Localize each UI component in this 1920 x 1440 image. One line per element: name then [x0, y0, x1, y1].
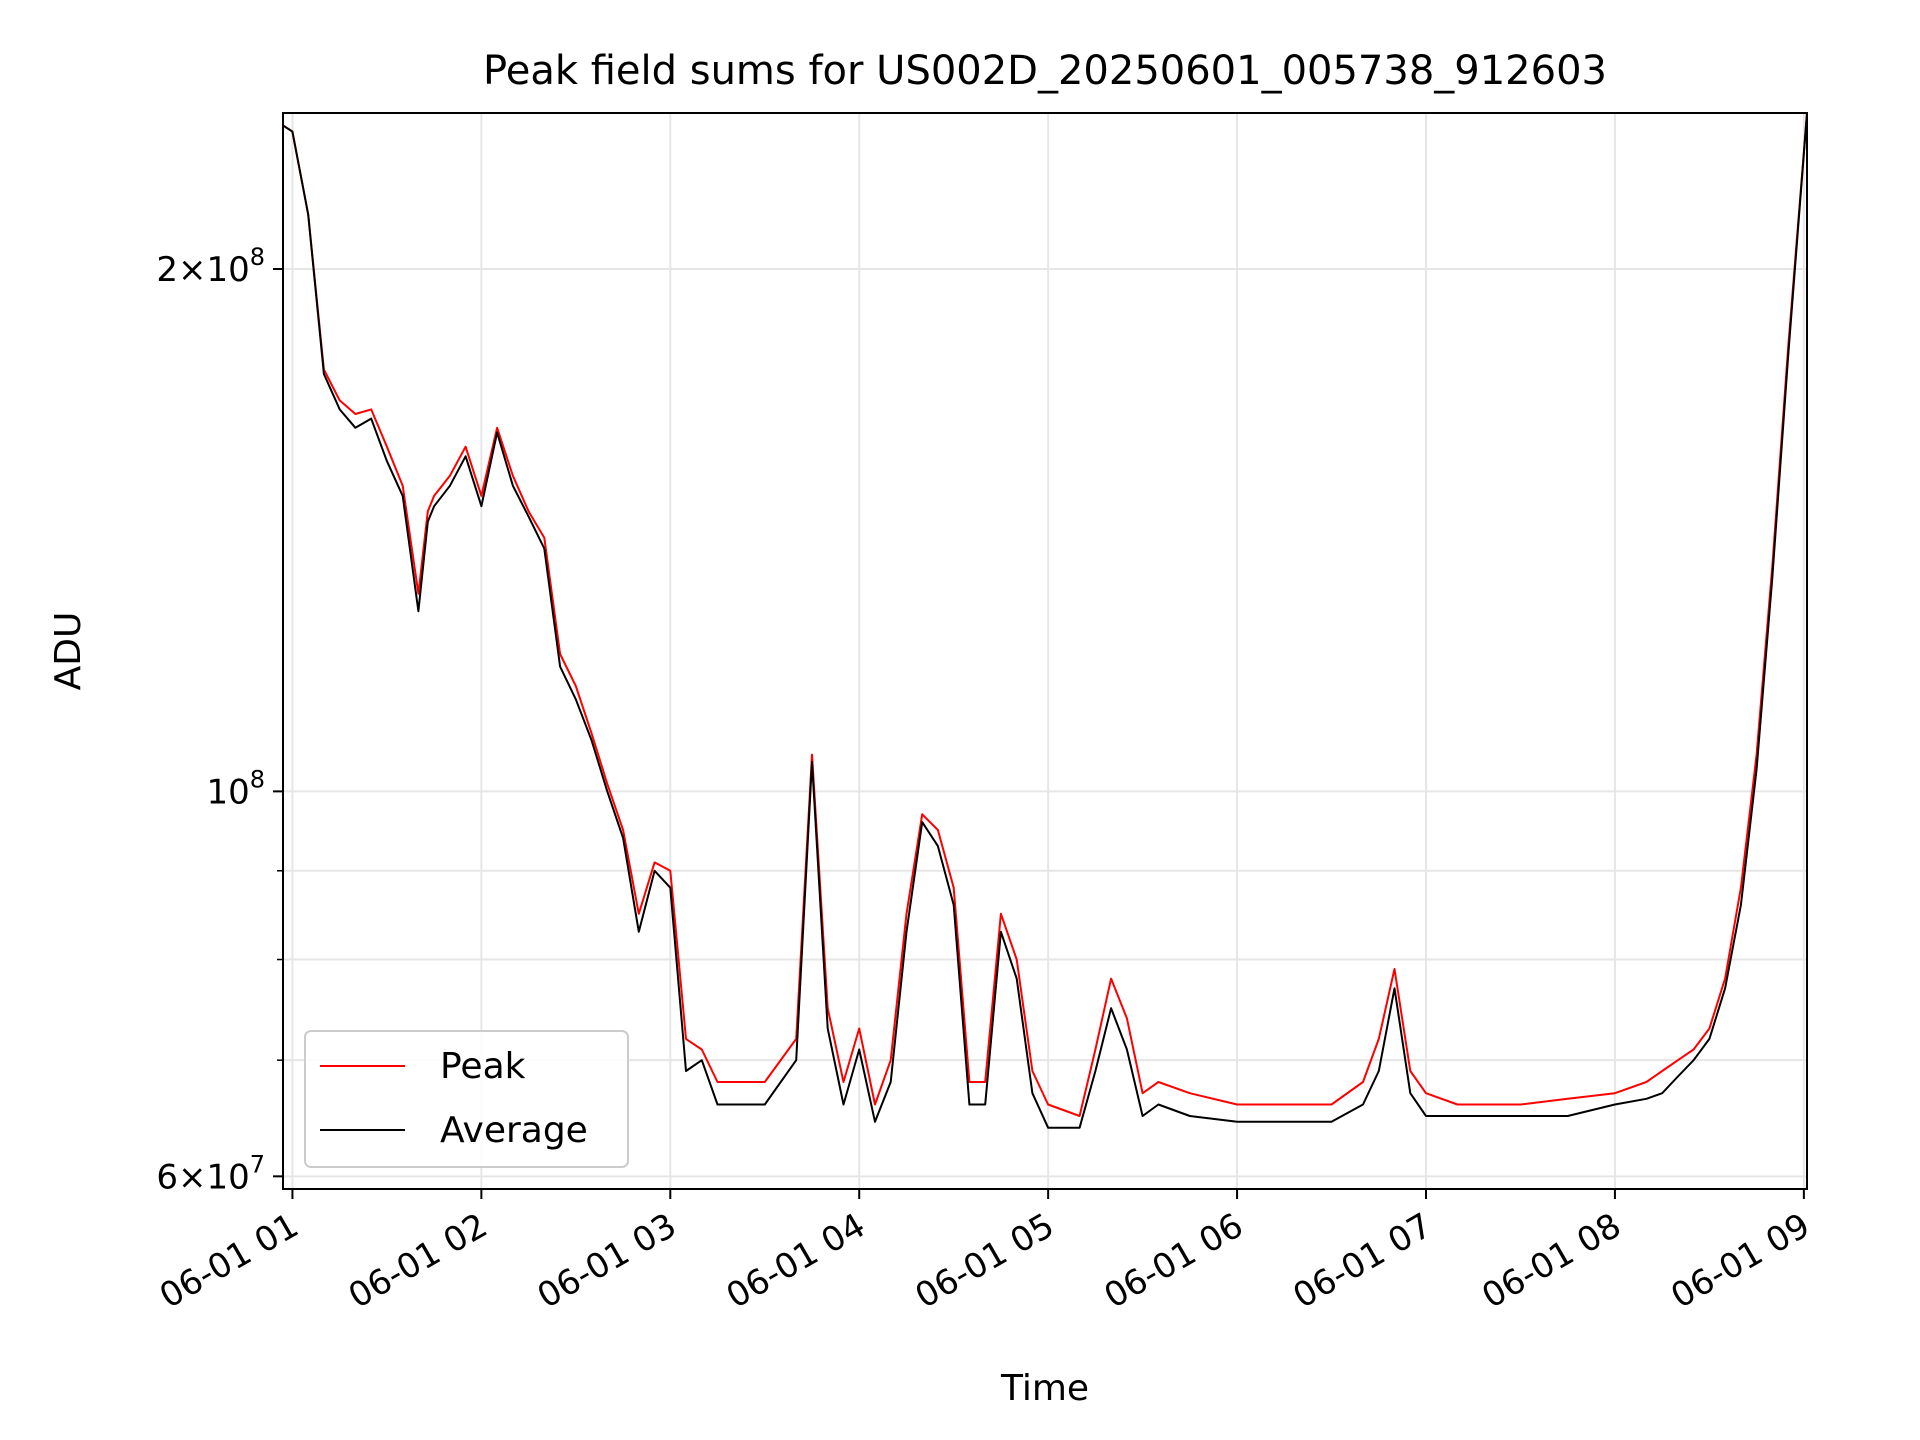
x-axis-label: Time [1000, 1368, 1089, 1409]
legend: Peak Average [304, 1030, 629, 1168]
chart-title: Peak field sums for US002D_20250601_0057… [483, 48, 1607, 94]
legend-average-label: Average [440, 1110, 588, 1151]
y-axis-label: ADU [48, 612, 89, 691]
grid [283, 113, 1807, 1189]
plot-area [282, 112, 1808, 1129]
plot-frame [282, 112, 1808, 1190]
legend-peak-label: Peak [440, 1046, 526, 1087]
y-tick-label: 2×108 [156, 243, 265, 290]
series-line-peak [282, 112, 1808, 1117]
y-tick-label: 6×107 [156, 1150, 265, 1197]
y-tick-label: 108 [206, 765, 265, 812]
series-line-average [282, 112, 1808, 1129]
